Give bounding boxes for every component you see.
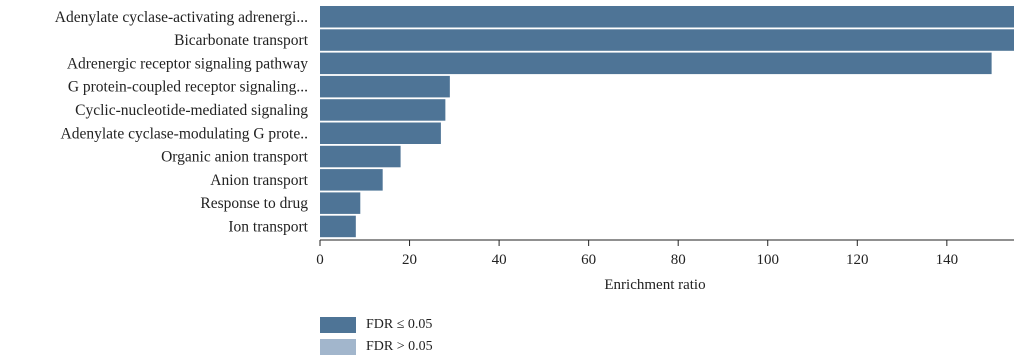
bar-1 <box>320 29 1014 51</box>
bar-2 <box>320 52 992 75</box>
bars-group <box>320 6 1014 238</box>
category-label-8: Response to drug <box>200 195 308 212</box>
bar-6 <box>320 145 401 168</box>
category-label-0: Adenylate cyclase-activating adrenergi..… <box>55 9 308 26</box>
category-label-5: Adenylate cyclase-modulating G prote.. <box>61 125 309 142</box>
x-tick-label-3: 60 <box>581 252 596 268</box>
category-label-4: Cyclic-nucleotide-mediated signaling <box>75 102 308 119</box>
x-tick-label-2: 40 <box>492 252 507 268</box>
x-tick-label-1: 20 <box>402 252 417 268</box>
x-axis-ticks: 0 20 40 60 80 100 120 140 <box>316 240 958 268</box>
bar-3 <box>320 75 450 98</box>
category-label-2: Adrenergic receptor signaling pathway <box>67 55 308 72</box>
bar-9 <box>320 215 356 238</box>
category-label-9: Ion transport <box>228 218 308 235</box>
x-axis-title: Enrichment ratio <box>604 277 705 293</box>
x-tick-label-0: 0 <box>316 252 324 268</box>
legend-item-nonsignificant: FDR > 0.05 <box>320 336 433 358</box>
legend-label-significant: FDR ≤ 0.05 <box>366 317 433 332</box>
legend-swatch-significant <box>320 317 356 333</box>
legend-item-significant: FDR ≤ 0.05 <box>320 314 433 336</box>
bar-8 <box>320 192 361 214</box>
category-labels: Adenylate cyclase-activating adrenergi..… <box>55 9 309 236</box>
legend-label-nonsignificant: FDR > 0.05 <box>366 339 433 354</box>
legend-swatch-nonsignificant <box>320 339 356 355</box>
category-label-3: G protein-coupled receptor signaling... <box>68 79 308 96</box>
x-tick-label-5: 100 <box>756 252 779 268</box>
legend: FDR ≤ 0.05 FDR > 0.05 <box>320 314 433 358</box>
category-label-6: Organic anion transport <box>161 149 309 166</box>
bar-5 <box>320 122 441 144</box>
bar-7 <box>320 169 383 191</box>
bar-0 <box>320 6 1014 28</box>
category-label-1: Bicarbonate transport <box>174 32 309 49</box>
enrichment-bar-chart: Adenylate cyclase-activating adrenergi..… <box>55 6 1014 293</box>
x-tick-label-6: 120 <box>846 252 869 268</box>
bar-4 <box>320 99 446 121</box>
x-tick-label-4: 80 <box>671 252 686 268</box>
category-label-7: Anion transport <box>210 172 308 189</box>
x-tick-label-7: 140 <box>936 252 959 268</box>
